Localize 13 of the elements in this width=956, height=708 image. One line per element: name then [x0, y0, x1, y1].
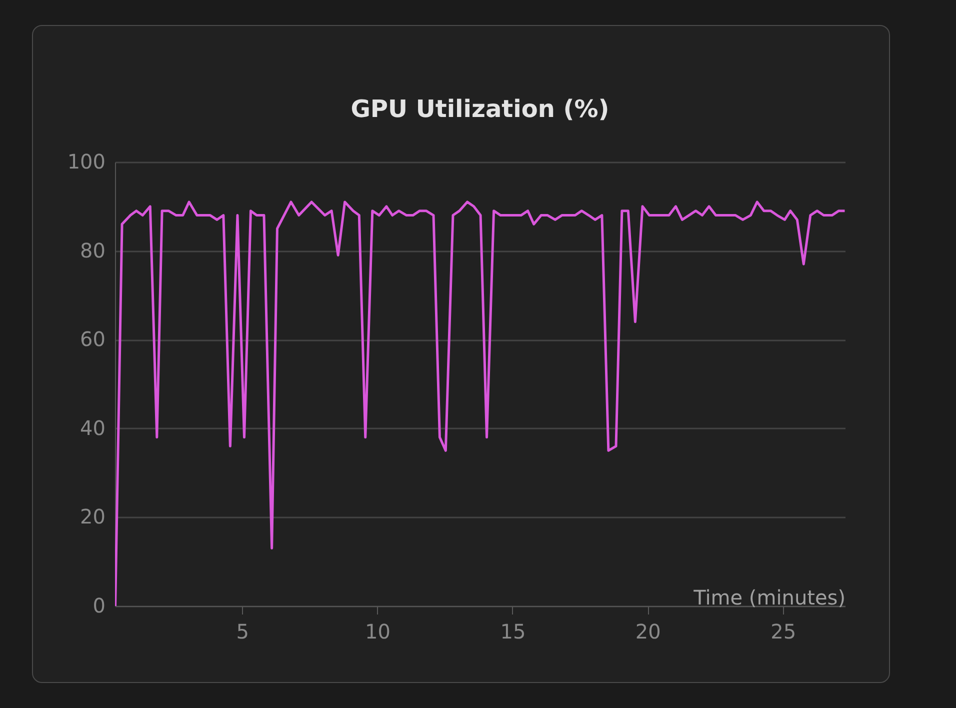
x-tick-label: 25 — [770, 620, 796, 644]
x-tick-label: 10 — [365, 620, 390, 644]
x-tick-label: 20 — [635, 620, 661, 644]
y-tick-label: 80 — [80, 238, 106, 262]
y-tick-label: 0 — [92, 594, 106, 618]
x-tick-label: 5 — [236, 620, 249, 644]
y-tick-label: 60 — [80, 327, 106, 352]
y-tick-label: 100 — [67, 150, 106, 174]
chart-title: GPU Utilization (%) — [350, 95, 610, 123]
y-tick-label: 20 — [80, 504, 106, 529]
y-tick-label: 40 — [80, 416, 106, 440]
x-tick-label: 15 — [500, 620, 526, 644]
x-axis-title: Time (minutes) — [692, 586, 846, 610]
